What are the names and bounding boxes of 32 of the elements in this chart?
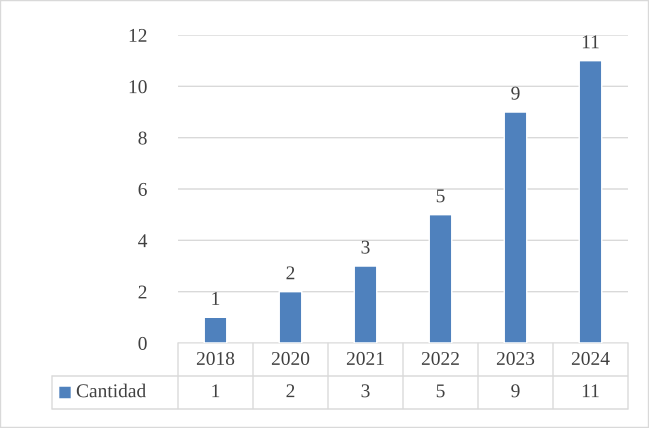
data-label: 1 <box>212 292 220 305</box>
y-tick-label: 2 <box>138 286 146 298</box>
text: 5 <box>436 384 445 398</box>
text: 2 <box>286 384 294 398</box>
y-tick-label: 10 <box>130 80 147 94</box>
x-tick-label: 2018 <box>196 352 234 366</box>
text: 3 <box>362 384 370 398</box>
y-tick-label: 12 <box>130 28 146 42</box>
bar <box>354 265 378 343</box>
data-label: 9 <box>511 86 520 100</box>
bar <box>504 111 528 343</box>
x-tick-label: 2022 <box>422 352 459 366</box>
data-label: 3 <box>362 240 370 254</box>
data-label: 2 <box>286 266 294 280</box>
x-tick-label: 2020 <box>272 352 310 366</box>
bar <box>428 214 452 343</box>
legend-label: Cantidad <box>76 384 146 398</box>
text: 1 <box>212 384 220 398</box>
y-tick-label: 4 <box>138 234 148 248</box>
x-tick-label: 2021 <box>346 352 384 366</box>
y-tick-label: 6 <box>138 182 147 196</box>
x-tick-label: 2024 <box>572 352 610 366</box>
y-tick-label: 8 <box>138 131 147 145</box>
x-tick-label: 2023 <box>496 352 534 366</box>
bar <box>204 316 228 343</box>
bar <box>278 290 302 343</box>
text: 9 <box>511 384 520 398</box>
text: 11 <box>582 384 599 398</box>
y-tick-label: 0 <box>138 336 147 350</box>
data-label: 5 <box>436 189 445 202</box>
data-label: 11 <box>582 35 599 48</box>
bar <box>578 60 602 343</box>
